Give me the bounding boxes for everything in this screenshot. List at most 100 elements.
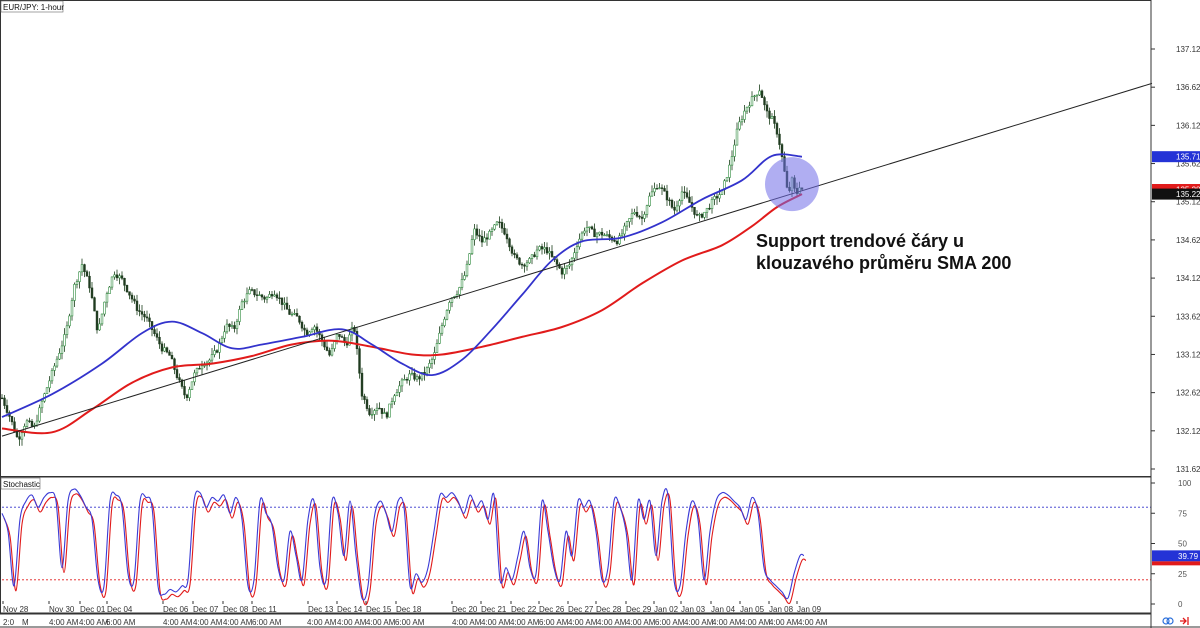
stochastic-d-tag — [1152, 561, 1200, 566]
candle-body — [178, 377, 181, 381]
candle-body — [200, 365, 204, 370]
stochastic-pane-title: Stochastic — [3, 480, 40, 489]
candle-body — [170, 355, 174, 360]
candle-body — [248, 289, 251, 295]
candle-body — [198, 368, 201, 370]
date-tick-label: Jan 05 — [740, 605, 765, 614]
time-tick-label: 6:00 AM — [655, 618, 685, 627]
candle-body — [203, 365, 206, 367]
candle-body — [0, 397, 4, 400]
candle-body — [665, 190, 669, 201]
candle-body — [18, 436, 21, 440]
time-tick-label: 6:00 AM — [252, 618, 282, 627]
candle-body — [560, 267, 564, 275]
price-tag-label: 135.71 — [1176, 153, 1200, 162]
candle-body — [300, 321, 304, 329]
candle-body — [295, 313, 299, 317]
candle-body — [740, 119, 744, 123]
candle-body — [503, 227, 506, 235]
candle-body — [288, 308, 291, 315]
candle-body — [310, 329, 314, 333]
date-tick-label: Dec 14 — [337, 605, 363, 614]
date-tick-label: Dec 22 — [511, 605, 537, 614]
candle-body — [180, 379, 184, 387]
date-tick-label: Dec 11 — [252, 605, 277, 614]
time-tick-label: 4:00 AM — [712, 618, 742, 627]
candle-body — [63, 334, 66, 347]
candle-body — [238, 309, 241, 322]
candle-body — [543, 247, 546, 250]
stochastic-axis-tick-label: 25 — [1178, 570, 1187, 579]
scroll-to-latest-icon[interactable] — [1180, 617, 1189, 625]
candle-body — [273, 294, 276, 297]
candle-body — [673, 207, 676, 211]
candle-body — [358, 348, 361, 374]
candle-body — [700, 213, 704, 218]
candle-body — [323, 340, 326, 348]
time-tick-label: 4:00 AM — [510, 618, 540, 627]
candle-body — [263, 296, 266, 300]
support-highlight-circle — [765, 157, 819, 212]
stochastic-axis-tick-label: 100 — [1178, 479, 1192, 488]
price-title-box — [0, 0, 64, 13]
date-tick-label: Dec 15 — [366, 605, 392, 614]
candle-body — [265, 297, 269, 300]
candle-body — [718, 194, 721, 199]
candle-body — [708, 207, 711, 210]
candle-body — [618, 235, 621, 245]
candle-body — [583, 230, 586, 234]
time-tick-label: 4:00 AM — [366, 618, 396, 627]
candle-body — [68, 315, 71, 327]
support-trendline — [1, 82, 1153, 437]
sma-blue-line — [1, 153, 803, 418]
candle-body — [405, 379, 409, 381]
candle-body — [230, 325, 234, 327]
candle-body — [95, 310, 99, 331]
candle-body — [373, 410, 376, 415]
candle-body — [128, 291, 131, 296]
candle-body — [130, 294, 134, 300]
candle-body — [250, 289, 254, 291]
candle-body — [650, 191, 654, 197]
candle-body — [385, 412, 389, 418]
candle-body — [565, 265, 569, 269]
candle-body — [498, 221, 501, 224]
candle-body — [155, 333, 159, 338]
candle-body — [185, 394, 189, 398]
candle-body — [260, 294, 264, 298]
candle-body — [108, 286, 111, 294]
candle-body — [728, 164, 731, 178]
candle-body — [513, 253, 516, 256]
candle-body — [748, 105, 751, 108]
candle-body — [528, 258, 531, 264]
candle-body — [593, 228, 596, 238]
date-tick-label: Jan 04 — [711, 605, 736, 614]
candle-body — [780, 144, 784, 157]
candle-body — [753, 95, 756, 98]
candle-body — [183, 386, 186, 396]
candle-body — [258, 294, 261, 297]
candle-body — [648, 195, 651, 207]
candle-body — [540, 246, 544, 250]
candle-body — [535, 249, 539, 258]
time-tick-label: 4:00 AM — [79, 618, 109, 627]
candle-body — [78, 271, 81, 282]
time-tick-label: 4:00 AM — [597, 618, 627, 627]
candle-body — [220, 337, 224, 343]
price-axis-tick-label: 132.12 — [1176, 427, 1200, 436]
candle-body — [123, 277, 126, 286]
stochastic-axis-tick-label: 50 — [1178, 540, 1187, 549]
candle-body — [625, 221, 629, 227]
date-tick-label: Dec 13 — [308, 605, 334, 614]
candle-body — [143, 313, 146, 318]
candle-body — [380, 408, 384, 414]
candle-body — [338, 334, 341, 337]
candle-body — [325, 346, 329, 351]
candle-body — [500, 222, 504, 229]
candle-body — [168, 351, 171, 356]
candle-body — [598, 231, 601, 235]
candle-body — [148, 317, 151, 322]
candle-body — [775, 123, 779, 135]
candle-body — [640, 216, 644, 219]
candle-body — [70, 300, 74, 317]
